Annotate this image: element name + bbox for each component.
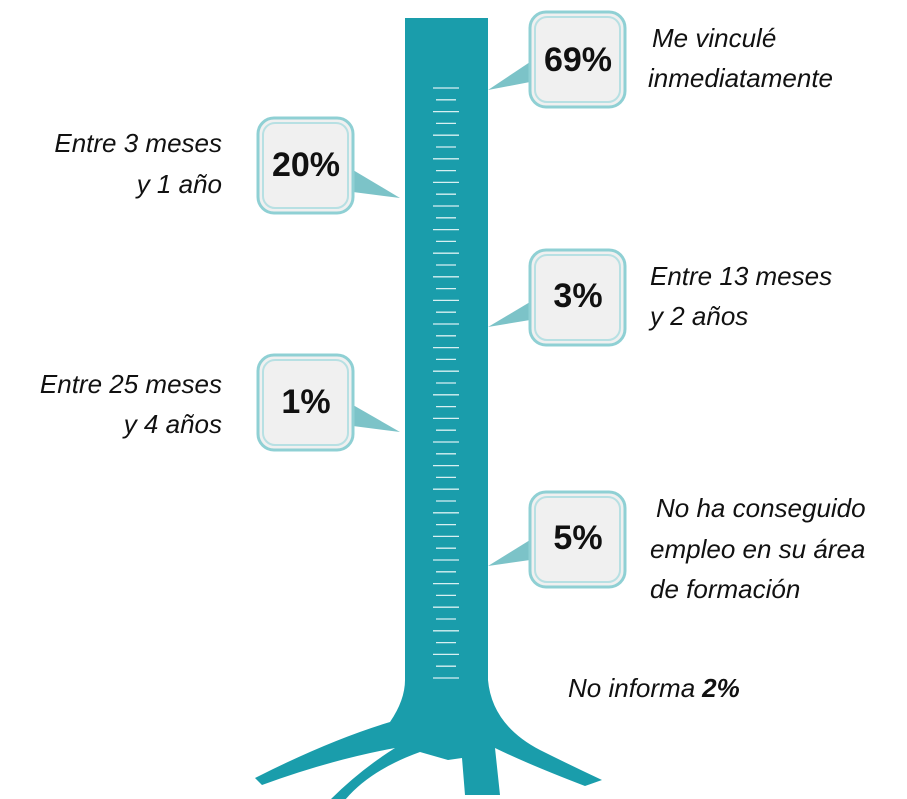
pointer [488, 302, 530, 327]
label: y 1 año [135, 169, 222, 199]
percentage: 3% [553, 277, 602, 315]
pointer [353, 405, 400, 432]
callout: 1% Entre 25 meses y 4 años [40, 355, 400, 450]
callout: 20% Entre 3 meses y 1 año [54, 118, 400, 213]
percentage: 5% [553, 519, 602, 557]
callout: 5% No ha conseguido empleo en su área de… [488, 492, 866, 604]
label: Entre 3 meses [54, 128, 222, 158]
callout: 69% Me vinculé inmediatamente [488, 12, 833, 107]
page: 69% Me vinculé inmediatamente 20% Entre … [0, 0, 907, 799]
label: de formación [650, 574, 800, 604]
footnote-value: 2% [701, 673, 740, 703]
pointer [353, 170, 400, 198]
label: Me vinculé [652, 23, 776, 53]
callout: 3% Entre 13 meses y 2 años [488, 250, 832, 345]
label: y 4 años [122, 409, 222, 439]
percentage: 20% [272, 146, 340, 184]
label: empleo en su área [650, 534, 865, 564]
label: Entre 13 meses [650, 261, 832, 291]
percentage: 69% [544, 41, 612, 79]
infographic: 69% Me vinculé inmediatamente 20% Entre … [0, 0, 907, 799]
label: inmediatamente [648, 63, 833, 93]
label: y 2 años [648, 301, 748, 331]
pointer [488, 62, 530, 90]
percentage: 1% [281, 383, 330, 421]
label: Entre 25 meses [40, 369, 222, 399]
footnote-label: No informa [568, 673, 695, 703]
label: No ha conseguido [656, 493, 866, 523]
pointer [488, 540, 530, 566]
